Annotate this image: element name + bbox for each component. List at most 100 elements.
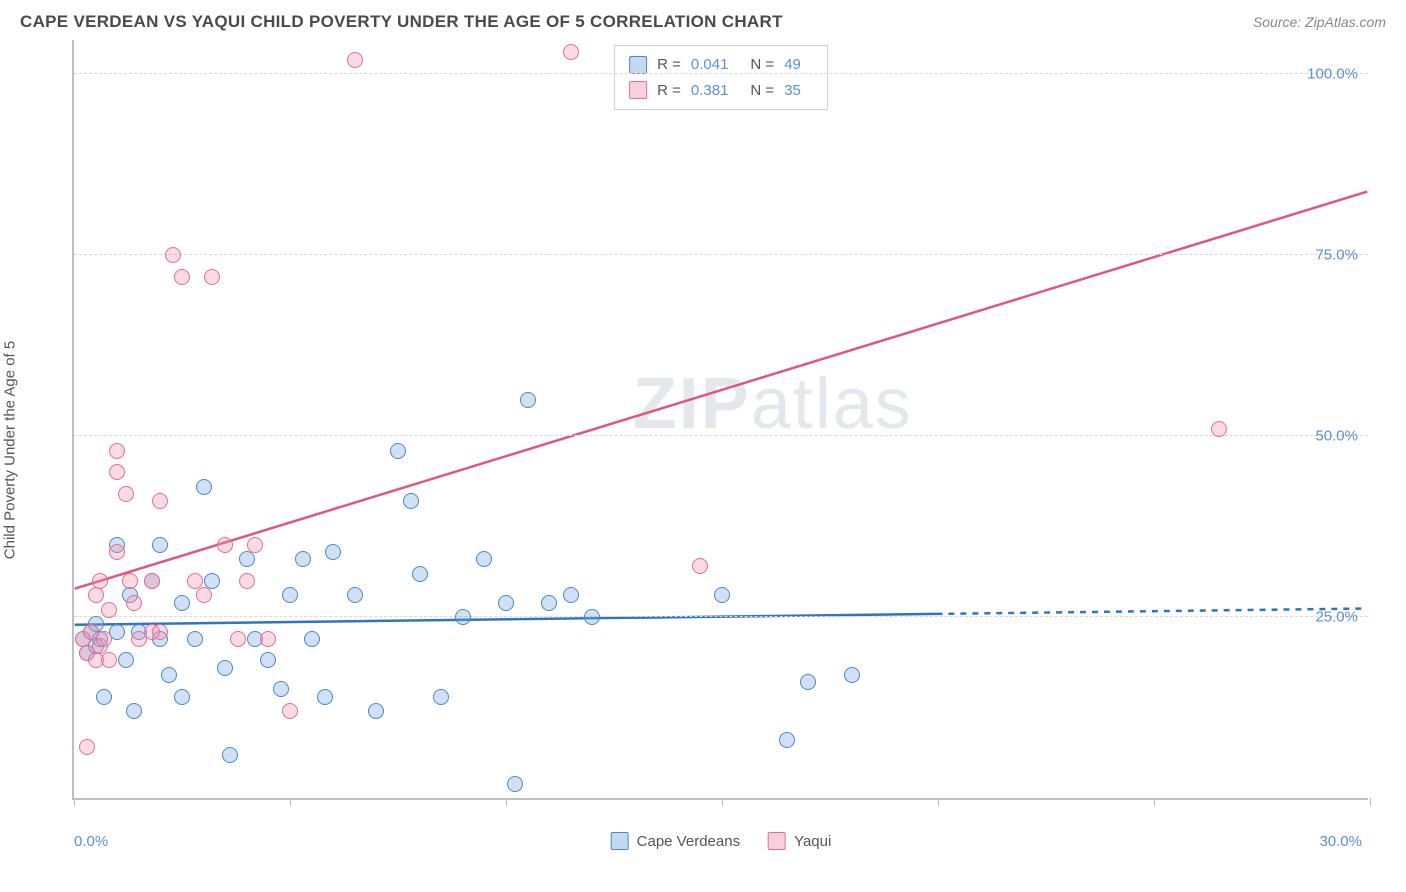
data-point — [118, 652, 134, 668]
data-point — [247, 537, 263, 553]
y-tick-label: 75.0% — [1315, 247, 1358, 264]
data-point — [563, 587, 579, 603]
data-point — [282, 587, 298, 603]
legend-stat-row: R =0.381N =35 — [629, 78, 813, 104]
data-point — [714, 587, 730, 603]
y-tick-label: 25.0% — [1315, 609, 1358, 626]
data-point — [144, 573, 160, 589]
data-point — [412, 566, 428, 582]
data-point — [1211, 421, 1227, 437]
gridline — [74, 616, 1368, 617]
data-point — [96, 631, 112, 647]
y-axis-label: Child Poverty Under the Age of 5 — [2, 341, 19, 559]
data-point — [563, 44, 579, 60]
gridline — [74, 435, 1368, 436]
data-point — [126, 703, 142, 719]
y-tick-label: 100.0% — [1307, 66, 1358, 83]
data-point — [187, 573, 203, 589]
data-point — [152, 537, 168, 553]
data-point — [118, 486, 134, 502]
data-point — [174, 595, 190, 611]
data-point — [101, 602, 117, 618]
x-tick — [506, 798, 507, 806]
data-point — [217, 537, 233, 553]
data-point — [239, 551, 255, 567]
data-point — [390, 443, 406, 459]
data-point — [174, 689, 190, 705]
chart-header: CAPE VERDEAN VS YAQUI CHILD POVERTY UNDE… — [20, 12, 1386, 32]
data-point — [541, 595, 557, 611]
legend-series: Cape Verdeans Yaqui — [611, 832, 832, 850]
data-point — [239, 573, 255, 589]
data-point — [92, 573, 108, 589]
data-point — [204, 573, 220, 589]
data-point — [282, 703, 298, 719]
data-point — [161, 667, 177, 683]
data-point — [260, 631, 276, 647]
data-point — [204, 269, 220, 285]
data-point — [260, 652, 276, 668]
data-point — [476, 551, 492, 567]
scatter-plot: ZIPatlas R =0.041N =49R =0.381N =35 Cape… — [72, 40, 1368, 800]
gridline — [74, 254, 1368, 255]
data-point — [217, 660, 233, 676]
data-point — [844, 667, 860, 683]
trend-lines — [74, 40, 1368, 798]
data-point — [230, 631, 246, 647]
legend-swatch — [629, 56, 647, 74]
data-point — [295, 551, 311, 567]
x-tick — [290, 798, 291, 806]
data-point — [692, 558, 708, 574]
x-tick — [722, 798, 723, 806]
r-value: 0.381 — [691, 78, 729, 104]
data-point — [273, 681, 289, 697]
y-tick-label: 50.0% — [1315, 428, 1358, 445]
x-tick-label: 30.0% — [1319, 833, 1362, 850]
data-point — [109, 544, 125, 560]
data-point — [368, 703, 384, 719]
chart-title: CAPE VERDEAN VS YAQUI CHILD POVERTY UNDE… — [20, 12, 783, 32]
data-point — [222, 747, 238, 763]
data-point — [498, 595, 514, 611]
data-point — [165, 247, 181, 263]
data-point — [196, 479, 212, 495]
data-point — [347, 587, 363, 603]
plot-area: Child Poverty Under the Age of 5 ZIPatla… — [20, 40, 1386, 860]
r-label: R = — [657, 78, 681, 104]
data-point — [317, 689, 333, 705]
data-point — [109, 443, 125, 459]
legend-label: Cape Verdeans — [637, 833, 740, 850]
x-tick — [1370, 798, 1371, 806]
legend-swatch — [629, 81, 647, 99]
data-point — [584, 609, 600, 625]
data-point — [187, 631, 203, 647]
x-tick — [1154, 798, 1155, 806]
n-value: 35 — [784, 78, 801, 104]
data-point — [152, 624, 168, 640]
data-point — [96, 689, 112, 705]
data-point — [325, 544, 341, 560]
data-point — [507, 776, 523, 792]
data-point — [800, 674, 816, 690]
data-point — [455, 609, 471, 625]
data-point — [126, 595, 142, 611]
data-point — [347, 52, 363, 68]
data-point — [779, 732, 795, 748]
data-point — [174, 269, 190, 285]
legend-label: Yaqui — [794, 833, 831, 850]
data-point — [433, 689, 449, 705]
chart-source: Source: ZipAtlas.com — [1253, 14, 1386, 30]
data-point — [196, 587, 212, 603]
data-point — [79, 739, 95, 755]
legend-item: Cape Verdeans — [611, 832, 740, 850]
legend-stats: R =0.041N =49R =0.381N =35 — [614, 45, 828, 110]
x-tick — [74, 798, 75, 806]
data-point — [88, 587, 104, 603]
data-point — [520, 392, 536, 408]
legend-swatch — [611, 832, 629, 850]
data-point — [101, 652, 117, 668]
data-point — [152, 493, 168, 509]
data-point — [304, 631, 320, 647]
data-point — [403, 493, 419, 509]
gridline — [74, 73, 1368, 74]
